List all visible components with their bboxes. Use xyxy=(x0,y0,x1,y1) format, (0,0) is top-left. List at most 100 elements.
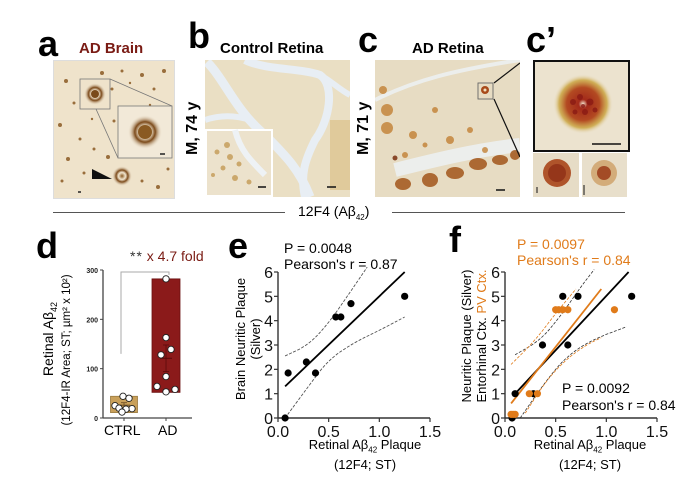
data-point xyxy=(574,292,582,300)
chart-d-ylabel: Retinal Aβ42 (12F4-IR Area; ST; µm² x 10… xyxy=(40,254,73,425)
chart-e-xlabel-sub: 42 xyxy=(368,445,378,455)
data-point-ad xyxy=(162,333,170,342)
y-tick-label: 1 xyxy=(264,387,273,404)
plaque-example-1 xyxy=(533,153,579,197)
chart-e-xlabel: Retinal Aβ42 Plaque (12F4; ST) xyxy=(290,437,440,472)
regression-line xyxy=(284,271,406,388)
y-tick-label: 5 xyxy=(264,289,273,306)
data-point xyxy=(302,358,310,366)
data-point xyxy=(332,313,340,321)
data-point-ad xyxy=(162,388,170,396)
ad-retina-plaque-zoom xyxy=(533,60,630,152)
x-tick-label: 1.5 xyxy=(419,424,441,441)
y-tick-label: 2 xyxy=(491,362,500,379)
stain-label-close: ) xyxy=(364,203,370,219)
data-point-ctrl xyxy=(118,408,126,416)
y-tick-label: 0 xyxy=(94,416,98,423)
chart-e-xlabel-end: Plaque xyxy=(377,437,422,452)
ci-lower-entorhinal xyxy=(519,326,627,419)
data-point xyxy=(564,341,572,349)
data-point xyxy=(559,306,567,314)
x-tick-label: 1.0 xyxy=(595,424,617,441)
chart-f-stat-black-r: Pearson's r = 0.84 xyxy=(562,397,676,413)
ci-lower-curve xyxy=(284,316,405,419)
chart-f-stat-black-p: P = 0.0092 xyxy=(562,380,630,396)
control-retina-texture xyxy=(205,60,350,197)
data-point-ad xyxy=(167,345,175,354)
chart-d-category-ad: AD xyxy=(158,422,178,438)
chart-f-xlabel-sub: 42 xyxy=(593,445,603,455)
stain-label: 12F4 (Aβ42) xyxy=(298,203,369,222)
plaque-example-2 xyxy=(582,153,627,197)
plaque-zoom-texture xyxy=(535,62,628,150)
data-point xyxy=(564,306,572,314)
data-point-ad xyxy=(157,351,165,359)
stain-label-main: 12F4 (Aβ xyxy=(298,203,356,219)
chart-d-bar-plot: 0 100 200 300 xyxy=(86,268,192,423)
chart-d-ylabel-sub: 42 xyxy=(48,301,59,312)
y-tick-label: 5 xyxy=(491,289,500,306)
x-tick-label: 0.5 xyxy=(545,424,567,441)
divider-left xyxy=(53,212,285,213)
chart-f-xlabel-line1: Retinal Aβ xyxy=(533,437,594,452)
data-point xyxy=(538,341,547,349)
ad-brain-micrograph xyxy=(53,60,175,199)
y-tick-label: 6 xyxy=(491,265,500,282)
data-point xyxy=(337,313,345,321)
data-point-ad xyxy=(171,385,179,394)
chart-f-xlabel-end: Plaque xyxy=(602,437,647,452)
panel-b-age-label: M, 74 y xyxy=(184,101,201,155)
chart-f-ylabel-line1: Neuritic Plaque (Silver) xyxy=(459,269,474,403)
panel-label-f: f xyxy=(449,219,461,260)
panel-label-d: d xyxy=(36,225,58,266)
y-tick-label: 0 xyxy=(264,411,273,428)
x-tick-label: 1.5 xyxy=(646,424,668,441)
data-point xyxy=(347,300,355,308)
panel-c-age-label: M, 71 y xyxy=(355,101,372,155)
chart-d-significance: ** x 4.7 fold xyxy=(130,248,204,264)
stain-label-sub: 42 xyxy=(355,212,365,222)
ci-lower-pv xyxy=(524,337,602,414)
control-retina-micrograph xyxy=(205,60,350,197)
x-tick-label: 0.0 xyxy=(494,424,516,441)
arrowhead-icon xyxy=(92,169,112,179)
data-point xyxy=(628,292,636,300)
data-point-ad xyxy=(162,275,170,283)
significance-stars: ** xyxy=(130,248,143,264)
data-point xyxy=(525,390,533,398)
ci-upper-pv xyxy=(510,288,577,365)
y-tick-label: 1 xyxy=(491,387,500,404)
chart-e-stat-r: Pearson's r = 0.87 xyxy=(284,256,398,272)
chart-d-ylabel-line1: Retinal Aβ xyxy=(40,311,56,377)
panel-label-b: b xyxy=(188,15,210,56)
chart-e-scatter-plot: 0 1 2 3 4 5 6 0.0 0.5 1.0 1.5 xyxy=(264,265,441,441)
ad-retina-texture xyxy=(375,60,520,197)
chart-d-ylabel-line2: (12F4-IR Area; ST; µm² x 10²) xyxy=(60,274,73,426)
data-point xyxy=(533,390,542,398)
y-tick-label: 4 xyxy=(264,314,273,331)
y-tick-label: 300 xyxy=(86,268,98,275)
panel-label-c-prime: c’ xyxy=(526,19,557,60)
panel-label-e: e xyxy=(228,225,249,266)
plaque-example-2-texture xyxy=(582,153,627,197)
chart-e-ylabel-line1: Brain Neuritic Plaque xyxy=(233,277,248,401)
panel-a-title: AD Brain xyxy=(79,40,144,57)
chart-f-xlabel: Retinal Aβ42 Plaque (12F4; ST) xyxy=(515,437,665,472)
y-tick-label: 200 xyxy=(86,317,98,324)
panel-b-title: Control Retina xyxy=(220,40,324,57)
y-tick-label: 3 xyxy=(264,338,273,355)
panel-label-c: c xyxy=(358,19,379,60)
ad-retina-micrograph xyxy=(375,60,520,197)
panel-c-title: AD Retina xyxy=(412,40,484,57)
ci-upper-entorhinal xyxy=(514,269,595,356)
y-tick-label: 6 xyxy=(264,265,273,282)
chart-e-xlabel-line1: Retinal Aβ xyxy=(308,437,369,452)
data-point xyxy=(511,410,519,418)
data-point-ad xyxy=(153,382,161,391)
chart-d-category-ctrl: CTRL xyxy=(104,422,141,438)
significance-bracket xyxy=(120,271,170,354)
panel-label-a: a xyxy=(38,23,59,64)
ad-brain-stain-texture xyxy=(54,61,174,198)
chart-f-stat-orange-r: Pearson's r = 0.84 xyxy=(517,252,631,268)
divider-right xyxy=(392,212,625,213)
